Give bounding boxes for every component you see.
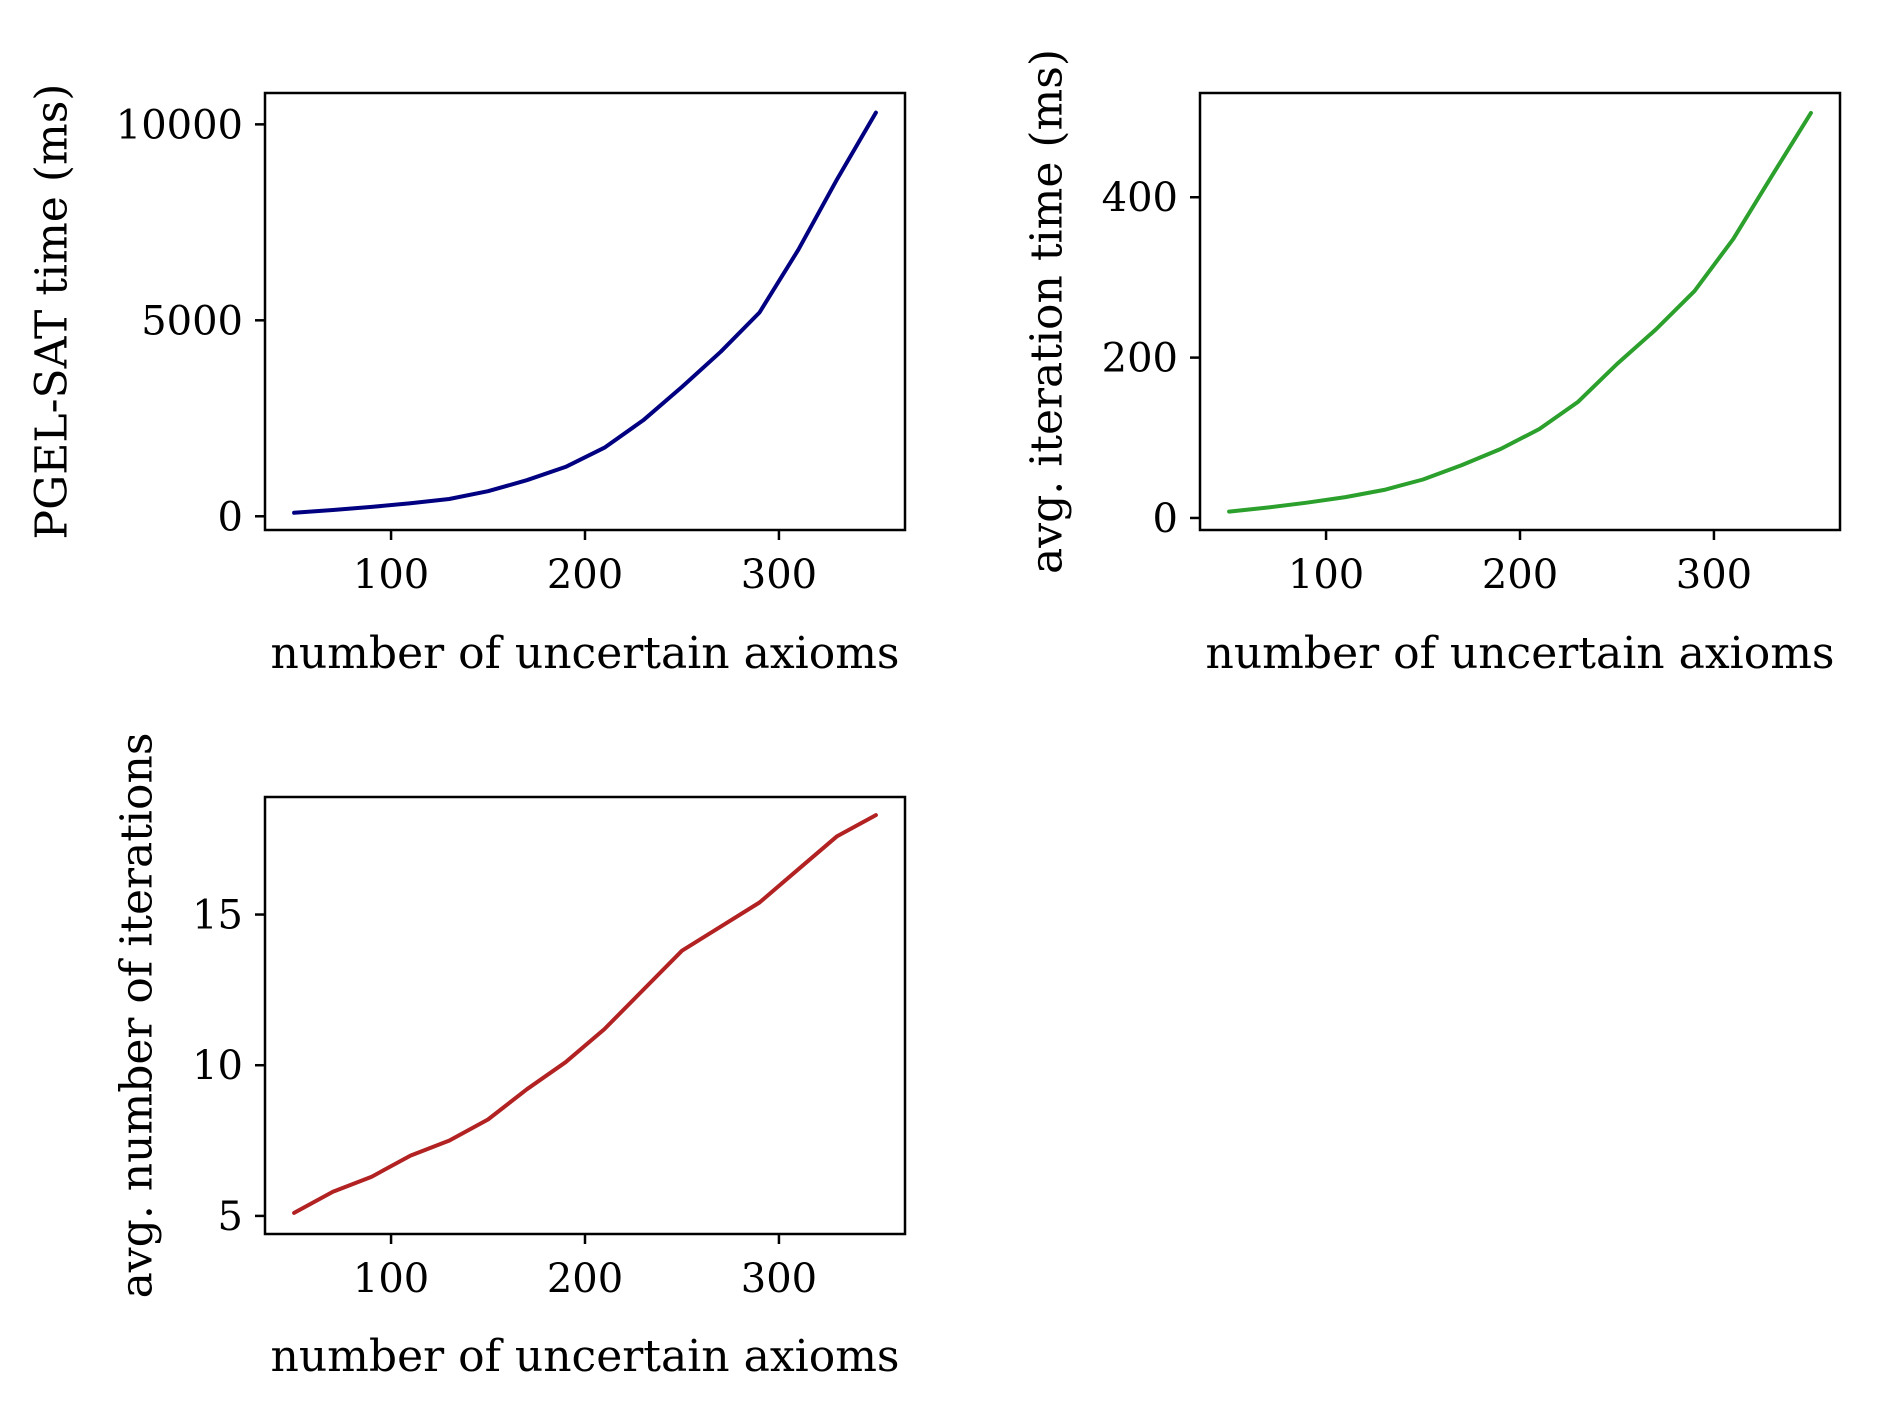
y-tick-label: 0 [1153, 496, 1178, 542]
x-tick-label: 300 [1676, 552, 1752, 598]
x-axis-label: number of uncertain axioms [271, 1331, 900, 1382]
series-line [292, 110, 878, 515]
y-tick-label: 5000 [141, 298, 243, 344]
chart-avg-iteration-time: 100 200 300 0 200 400 number of uncertain axio… [1022, 49, 1842, 679]
y-tick-label: 5 [218, 1194, 243, 1240]
plot-frame [263, 91, 907, 532]
y-tick-label: 10000 [116, 102, 243, 148]
y-tick-label: 200 [1102, 336, 1178, 382]
x-tick-label: 300 [741, 1256, 817, 1302]
chart-pgel-sat-time: 100 200 300 0 5000 10000 number of uncertain a… [27, 84, 907, 679]
plot-frame [1198, 91, 1842, 532]
y-axis-label: avg. iteration time (ms) [1022, 49, 1073, 574]
x-axis-label: number of uncertain axioms [271, 628, 900, 679]
y-axis-label: avg. number of iterations [112, 733, 163, 1299]
x-tick-label: 100 [353, 1256, 429, 1302]
series-line [1227, 111, 1813, 514]
y-tick-label: 15 [192, 893, 243, 939]
series-line [292, 813, 878, 1215]
x-tick-label: 200 [1482, 552, 1558, 598]
x-tick-label: 200 [547, 1256, 623, 1302]
x-tick-label: 200 [547, 552, 623, 598]
y-tick-label: 400 [1102, 175, 1178, 221]
y-tick-label: 10 [192, 1043, 243, 1089]
x-axis-label: number of uncertain axioms [1206, 628, 1835, 679]
x-tick-label: 100 [1288, 552, 1364, 598]
x-tick-label: 300 [741, 552, 817, 598]
y-tick-label: 0 [218, 494, 243, 540]
y-axis-label: PGEL-SAT time (ms) [27, 84, 78, 540]
x-tick-label: 100 [353, 552, 429, 598]
chart-avg-number-of-iterations: 100 200 300 5 10 15 number of uncertain axioms… [112, 733, 907, 1382]
